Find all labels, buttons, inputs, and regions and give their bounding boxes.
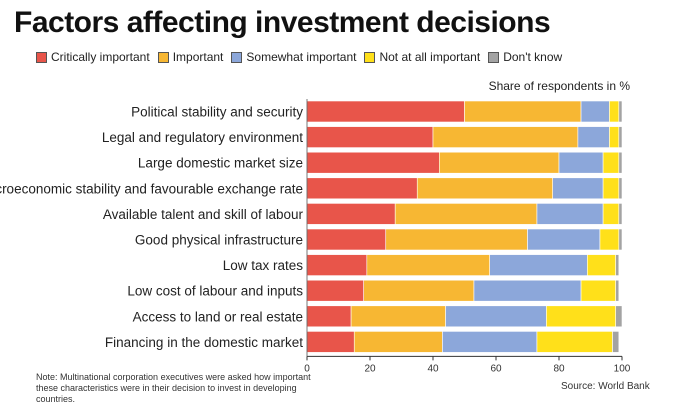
bar-segment <box>306 228 387 251</box>
bar-segment <box>385 228 528 251</box>
bar-segment <box>618 177 623 200</box>
x-tick-label: 100 <box>614 363 631 374</box>
x-tick-label: 0 <box>304 363 310 374</box>
bar-segment <box>609 126 620 148</box>
unit-label: Share of respondents in % <box>488 79 630 93</box>
legend-label: Not at all important <box>379 50 481 64</box>
bar-segment <box>615 279 620 302</box>
bar-segment <box>442 331 538 353</box>
bar-segment <box>577 126 610 148</box>
bar-segment <box>464 100 582 123</box>
bar-segment <box>580 100 610 123</box>
bar-segment <box>445 305 547 328</box>
bar-segment <box>602 203 620 225</box>
bar-segment <box>536 203 604 225</box>
category-label: Political stability and security <box>131 105 303 120</box>
bar-segment <box>353 331 443 353</box>
legend-swatch <box>36 51 47 63</box>
bar-segment <box>587 254 616 276</box>
bar-segment <box>618 126 623 148</box>
x-tick-label: 40 <box>427 363 439 374</box>
bar-segment <box>306 151 440 174</box>
bar-segment <box>416 177 553 200</box>
bar-segment <box>306 203 396 225</box>
footnote: Note: Multinational corporation executiv… <box>36 372 311 404</box>
source-label: Source: World Bank <box>561 381 650 392</box>
bar-segment <box>394 203 538 225</box>
legend-item: Not at all important <box>364 50 480 64</box>
bar-segment <box>306 177 418 200</box>
category-label: Financing in the domestic market <box>105 335 303 350</box>
category-label: Low cost of labour and inputs <box>127 284 303 299</box>
category-label: Available talent and skill of labour <box>103 207 304 222</box>
legend: Critically important Important Somewhat im… <box>36 49 570 65</box>
legend-item: Don't know <box>488 50 562 64</box>
legend-swatch <box>488 51 500 63</box>
x-tick-label: 80 <box>553 363 565 374</box>
bar-segment <box>618 203 623 225</box>
category-label: Access to land or real estate <box>133 309 303 324</box>
legend-label: Important <box>172 50 224 64</box>
bar-segment <box>306 254 368 276</box>
bar-segment <box>350 305 446 328</box>
bar-segment <box>618 228 623 251</box>
bar-segment <box>473 279 582 302</box>
bar-segment <box>366 254 491 276</box>
bar-segment <box>599 228 620 251</box>
bar-segment <box>580 279 616 302</box>
legend-label: Don't know <box>503 50 563 64</box>
bar-segment <box>536 331 613 353</box>
bar-segment <box>615 254 620 276</box>
bar-segment <box>306 126 434 148</box>
bar-segment <box>306 100 465 123</box>
bar-segment <box>602 151 620 174</box>
bar-segment <box>609 100 620 123</box>
legend-swatch <box>231 51 243 63</box>
legend-swatch <box>157 51 169 63</box>
bar-segment <box>618 100 623 123</box>
category-label: Low tax rates <box>223 258 304 273</box>
bar-segment <box>306 279 365 302</box>
bar-segment <box>489 254 588 276</box>
bar-segment <box>618 151 623 174</box>
bar-segment <box>615 305 623 328</box>
legend-label: Somewhat important <box>246 50 357 64</box>
legend-item: Important <box>157 50 224 64</box>
legend-label: Critically important <box>51 50 150 64</box>
bar-segment <box>363 279 475 302</box>
legend-item: Critically important <box>36 50 150 64</box>
bar-segment <box>438 151 560 174</box>
bar-segment <box>546 305 617 328</box>
category-label: Macroeconomic stability and favourable e… <box>0 181 303 196</box>
category-label: Good physical infrastructure <box>135 233 303 248</box>
bar-segment <box>306 305 352 328</box>
chart-title: Factors affecting investment decisions <box>14 6 551 39</box>
bar-segment <box>432 126 579 148</box>
bar-segment <box>602 177 620 200</box>
category-label: Legal and regulatory environment <box>102 130 303 145</box>
bar-segment <box>558 151 604 174</box>
bar-segment <box>306 331 355 353</box>
x-tick-label: 60 <box>490 363 502 374</box>
bar-segment <box>527 228 601 251</box>
category-label: Large domestic market size <box>138 156 303 171</box>
legend-swatch <box>364 51 376 63</box>
bar-segment <box>612 331 620 353</box>
legend-item: Somewhat important <box>231 50 356 64</box>
x-tick-label: 20 <box>364 363 376 374</box>
bar-segment <box>552 177 604 200</box>
